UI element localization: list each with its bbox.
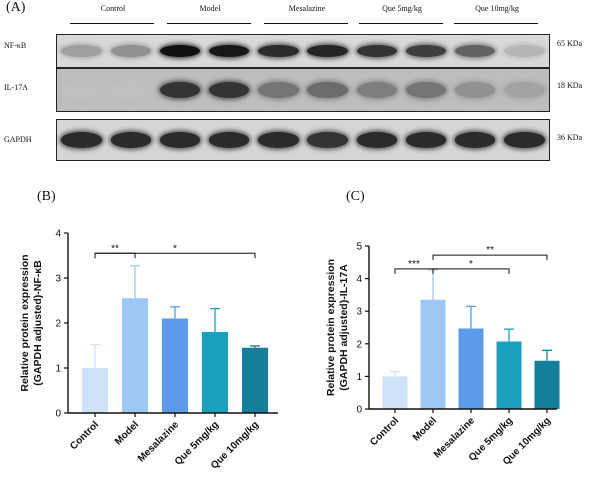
group-label: Mesalazine <box>288 4 326 13</box>
protein-band <box>209 132 250 148</box>
protein-band <box>504 132 545 148</box>
x-tick-label: Control <box>68 419 101 452</box>
significance-bracket <box>94 252 256 259</box>
panel-a-label: (A) <box>6 0 26 15</box>
bar <box>420 299 446 409</box>
x-tick-label: Model <box>113 419 141 447</box>
protein-band <box>209 44 250 58</box>
protein-band <box>110 44 151 58</box>
y-tick-label: 4 <box>55 229 61 240</box>
bar <box>122 298 148 413</box>
protein-band <box>455 132 496 148</box>
significance-bracket <box>432 268 510 274</box>
protein-band <box>110 82 151 98</box>
significance-label: ** <box>111 243 119 254</box>
blot-strip <box>56 119 550 161</box>
x-tick-label: Control <box>368 415 401 448</box>
y-tick-label: 1 <box>356 372 362 383</box>
blot-strip <box>56 34 550 68</box>
protein-band <box>61 82 102 98</box>
il17a-bar-chart: 0 1 2 3 4 5 Relative protein expression (GAPDH … <box>325 242 560 468</box>
y-axis-label: Relative protein expression <box>325 259 337 396</box>
protein-band <box>61 44 102 58</box>
y-tick-label: 3 <box>55 274 61 285</box>
protein-band <box>307 132 348 148</box>
protein-band <box>405 132 447 148</box>
protein-band <box>110 132 151 148</box>
protein-band <box>504 82 545 98</box>
blot-strip <box>56 68 550 112</box>
y-tick-label: 0 <box>55 409 61 420</box>
group-label: Model <box>199 4 221 13</box>
significance-label: * <box>469 259 473 270</box>
row-label: NF-κB <box>4 41 27 50</box>
bar <box>242 347 268 413</box>
bar <box>162 318 188 413</box>
protein-band <box>307 82 348 98</box>
protein-band <box>159 44 201 58</box>
protein-band <box>159 132 201 148</box>
significance-label: * <box>173 243 177 254</box>
group-underline <box>70 23 154 24</box>
protein-band <box>209 82 250 98</box>
molecular-weight-label: 18 KDa <box>557 81 583 90</box>
y-axis-label: (GAPDH adjusted)-IL-17A <box>338 264 350 391</box>
protein-band <box>258 44 299 58</box>
protein-band <box>356 44 397 58</box>
molecular-weight-label: 36 KDa <box>557 133 583 142</box>
bar <box>496 341 522 409</box>
bar <box>534 360 560 409</box>
significance-label: ** <box>486 245 494 256</box>
y-tick-label: 1 <box>55 364 61 375</box>
bar <box>458 328 484 409</box>
group-underline <box>359 23 443 24</box>
y-axis-label: (GAPDH adjusted)-NF-κB <box>32 260 44 386</box>
protein-band <box>61 132 102 148</box>
molecular-weight-label: 65 KDa <box>557 39 583 48</box>
row-label: IL-17A <box>4 83 28 92</box>
bar <box>382 376 408 409</box>
protein-band <box>405 82 447 98</box>
bar <box>202 332 228 413</box>
y-tick-label: 2 <box>55 319 61 330</box>
protein-band <box>356 132 397 148</box>
y-tick-label: 3 <box>356 307 362 318</box>
group-label: Control <box>100 4 126 13</box>
y-tick-label: 2 <box>356 339 362 350</box>
group-label: Que 10mg/kg <box>475 4 519 13</box>
panel-b-label: (B) <box>37 189 56 204</box>
protein-band <box>307 44 348 58</box>
group-underline <box>264 23 348 24</box>
protein-band <box>455 82 496 98</box>
protein-band <box>405 44 447 58</box>
panel-c-label: (C) <box>346 189 365 204</box>
protein-band <box>258 132 299 148</box>
x-tick-label: Model <box>411 415 439 443</box>
y-axis-label: Relative protein expression <box>19 254 31 391</box>
protein-band <box>258 82 299 98</box>
group-label: Que 5mg/kg <box>382 4 422 13</box>
group-underline <box>454 23 538 24</box>
group-underline <box>167 23 251 24</box>
protein-band <box>455 44 496 58</box>
protein-band <box>504 44 545 58</box>
bar <box>82 368 108 413</box>
significance-bracket <box>432 254 548 261</box>
row-label: GAPDH <box>4 135 32 144</box>
protein-band <box>356 82 397 98</box>
y-tick-label: 0 <box>356 405 362 416</box>
significance-label: *** <box>408 259 420 270</box>
protein-band <box>159 82 201 98</box>
y-tick-label: 4 <box>356 274 362 285</box>
nfkb-bar-chart: 0 1 2 3 4 Relative protein expression (GAPDH a… <box>19 229 278 472</box>
y-tick-label: 5 <box>356 242 362 253</box>
